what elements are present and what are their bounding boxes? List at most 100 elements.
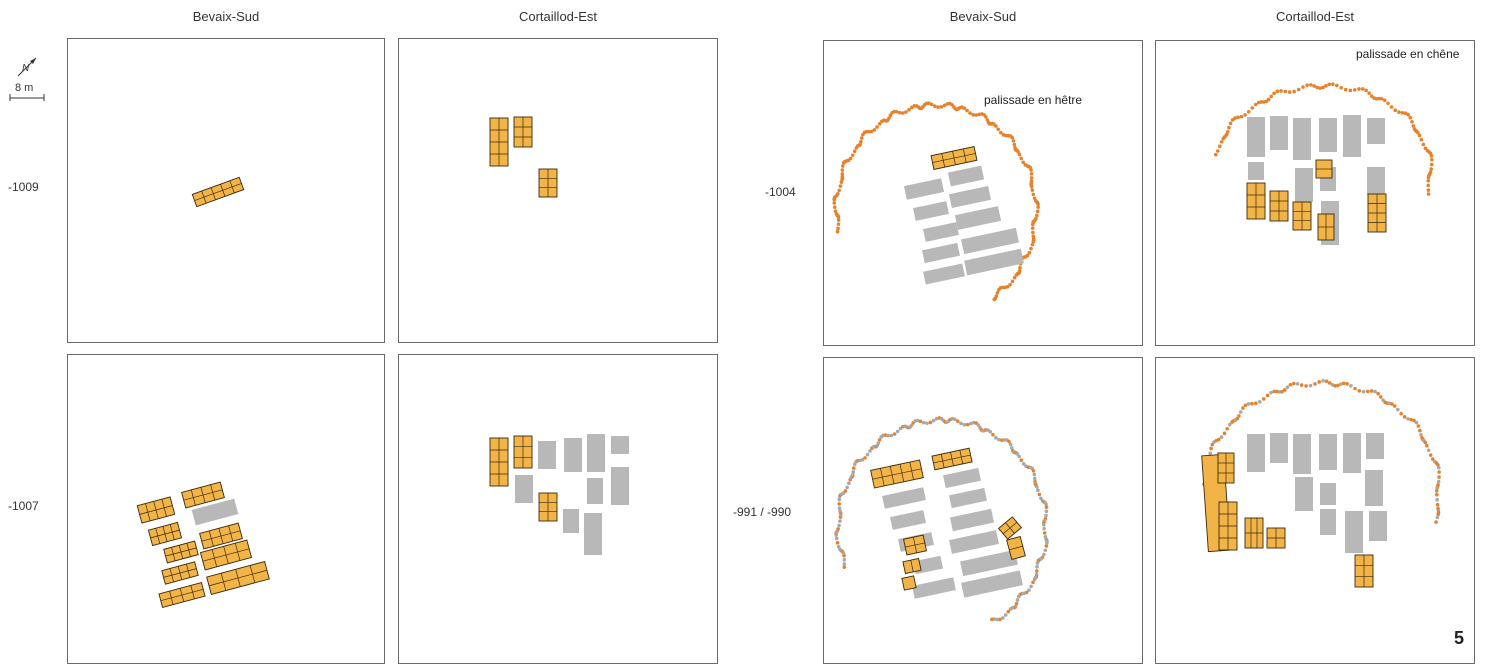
old-house xyxy=(1345,511,1363,553)
new-house xyxy=(931,447,973,471)
new-house xyxy=(206,560,270,596)
old-house xyxy=(564,438,582,472)
old-house xyxy=(903,178,945,200)
column-title-bevaix-right: Bevaix-Sud xyxy=(949,9,1017,24)
new-house xyxy=(181,481,225,509)
old-house xyxy=(611,467,629,505)
new-house xyxy=(538,492,558,522)
column-title-bevaix-left: Bevaix-Sud xyxy=(192,9,260,24)
palisade-posts xyxy=(832,101,1040,302)
new-house xyxy=(199,539,253,571)
panel-bevaix-991 xyxy=(823,357,1143,664)
plan-svg xyxy=(489,434,629,555)
new-house xyxy=(513,116,533,148)
old-house xyxy=(515,475,533,503)
old-house xyxy=(1343,115,1361,157)
old-house xyxy=(923,263,965,285)
palisade-posts xyxy=(1201,379,1441,524)
new-house xyxy=(1269,190,1289,222)
new-house xyxy=(158,581,206,609)
panel-cortaillod-1009 xyxy=(398,38,718,343)
old-house xyxy=(961,570,1023,598)
north-arrow-icon xyxy=(17,57,37,77)
palisade-posts xyxy=(834,416,1049,622)
old-house xyxy=(882,487,926,509)
new-house xyxy=(997,516,1023,540)
panel-bevaix-1004: palissade en hêtre xyxy=(823,40,1143,346)
old-house xyxy=(1319,118,1337,152)
old-house xyxy=(960,549,1018,577)
new-house xyxy=(1367,193,1387,233)
old-house xyxy=(1270,433,1288,463)
old-house xyxy=(922,242,960,264)
old-house xyxy=(587,434,605,472)
column-title-cortaillod-left: Cortaillod-Est xyxy=(518,9,598,24)
new-house xyxy=(1317,213,1335,241)
old-house xyxy=(563,509,579,533)
scale-bar-label: 8 m xyxy=(15,82,34,94)
north-label: N xyxy=(22,63,30,74)
old-house xyxy=(1270,116,1288,150)
old-house xyxy=(943,467,981,489)
new-house xyxy=(930,146,978,170)
old-house xyxy=(890,510,926,530)
old-house xyxy=(1247,117,1265,157)
new-house xyxy=(1292,201,1312,231)
new-house xyxy=(161,561,199,585)
new-house xyxy=(513,435,533,469)
panel-cortaillod-991 xyxy=(1155,357,1475,664)
old-house xyxy=(1367,118,1385,144)
old-house xyxy=(912,577,956,599)
row-label-1009: -1009 xyxy=(8,180,39,194)
new-house xyxy=(870,459,924,489)
old-house xyxy=(1295,168,1313,202)
annotation-palisade-beech: palissade en hêtre xyxy=(984,93,1083,107)
old-house xyxy=(587,478,603,504)
old-house xyxy=(191,498,239,526)
new-house xyxy=(538,168,558,198)
old-house xyxy=(1320,509,1336,535)
new-house xyxy=(147,521,183,547)
new-house xyxy=(1266,527,1286,549)
old-house xyxy=(954,206,1002,230)
plan-svg xyxy=(191,176,245,208)
scale-legend: N 8 m xyxy=(6,54,54,104)
old-house xyxy=(1367,167,1385,195)
old-house xyxy=(1320,483,1336,505)
old-house xyxy=(950,508,994,532)
old-house xyxy=(1366,433,1384,459)
old-house xyxy=(913,201,949,221)
new-house xyxy=(489,437,509,487)
new-house xyxy=(136,496,176,524)
new-house xyxy=(901,575,917,591)
old-house xyxy=(1247,434,1265,472)
old-house xyxy=(611,436,629,454)
new-house xyxy=(1006,535,1026,561)
new-house xyxy=(1217,452,1235,484)
old-house xyxy=(923,222,959,242)
panel-bevaix-1007 xyxy=(67,354,385,664)
old-house xyxy=(1248,162,1264,180)
new-house xyxy=(903,534,927,556)
plan-svg xyxy=(1201,379,1441,588)
new-house xyxy=(489,117,509,167)
annotation-palisade-oak: palissade en chêne xyxy=(1356,47,1460,61)
new-house xyxy=(1218,501,1238,551)
old-house xyxy=(949,530,999,554)
page-number: 5 xyxy=(1453,628,1464,648)
panel-cortaillod-1004: palissade en chêne xyxy=(1155,40,1475,346)
new-house xyxy=(1315,159,1333,179)
palisade-posts xyxy=(1213,82,1434,196)
plan-svg xyxy=(834,416,1049,622)
old-house xyxy=(964,248,1024,276)
row-label-1004: -1004 xyxy=(765,185,796,199)
plan-svg xyxy=(832,101,1040,302)
panel-bevaix-1009 xyxy=(67,38,385,343)
old-house xyxy=(1343,433,1361,473)
plan-svg xyxy=(136,481,270,609)
old-house xyxy=(1293,118,1311,160)
old-house xyxy=(948,185,992,209)
row-label-1007: -1007 xyxy=(8,499,39,513)
plan-svg xyxy=(1213,82,1434,245)
old-house xyxy=(961,227,1019,255)
